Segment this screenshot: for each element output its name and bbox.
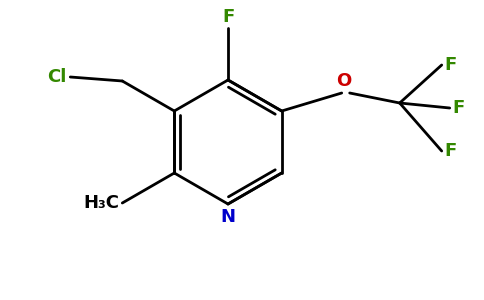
- Text: H₃C: H₃C: [83, 194, 120, 212]
- Text: F: F: [453, 99, 465, 117]
- Text: O: O: [336, 72, 351, 90]
- Text: Cl: Cl: [47, 68, 66, 86]
- Text: F: F: [445, 56, 457, 74]
- Text: N: N: [221, 208, 236, 226]
- Text: F: F: [222, 8, 234, 26]
- Text: F: F: [445, 142, 457, 160]
